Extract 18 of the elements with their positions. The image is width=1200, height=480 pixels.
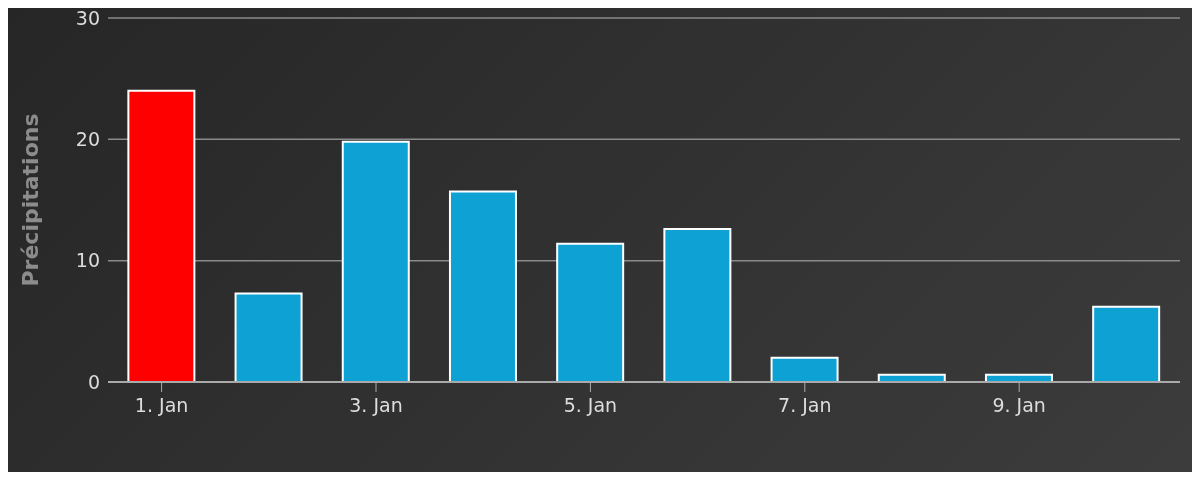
x-tick-label: 7. Jan — [778, 394, 832, 416]
x-tick-label: 3. Jan — [349, 394, 403, 416]
y-tick-label: 10 — [75, 249, 100, 272]
bar — [448, 190, 517, 382]
bar — [1092, 305, 1161, 382]
bar — [556, 242, 625, 382]
x-tick-label: 5. Jan — [563, 394, 618, 416]
x-tick-label: 9. Jan — [992, 394, 1046, 416]
y-tick-label: 20 — [75, 128, 100, 151]
bar — [770, 356, 839, 382]
y-tick-label: 30 — [75, 6, 100, 29]
x-tick-label: 1. Jan — [134, 394, 189, 416]
bar — [341, 140, 410, 382]
y-axis-title: Précipitations — [17, 113, 43, 287]
bar — [234, 292, 303, 382]
bar — [663, 228, 732, 382]
bar — [127, 89, 196, 382]
y-tick-label: 0 — [87, 370, 100, 393]
